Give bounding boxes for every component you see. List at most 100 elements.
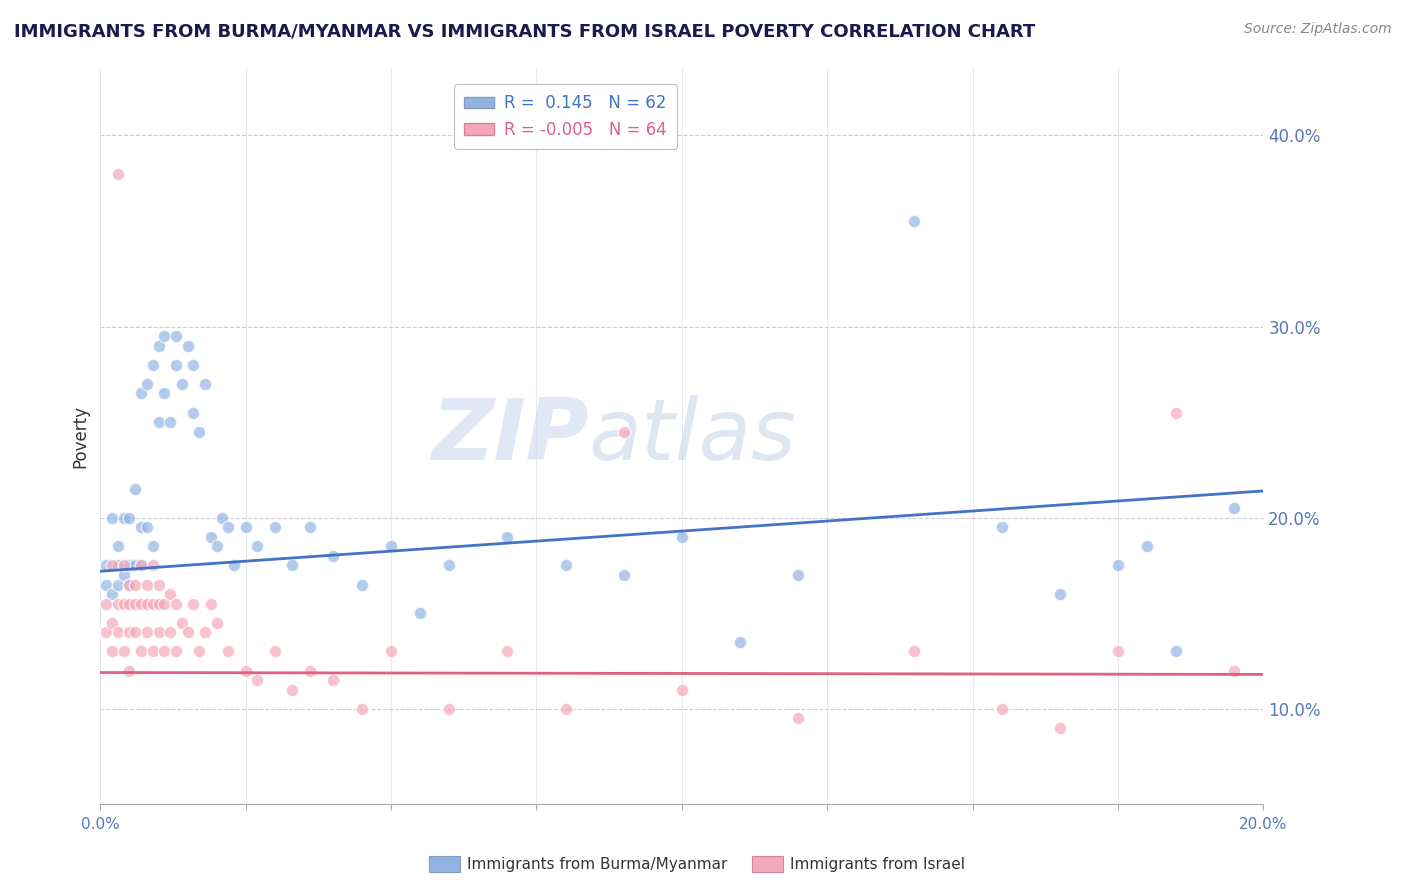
Text: IMMIGRANTS FROM BURMA/MYANMAR VS IMMIGRANTS FROM ISRAEL POVERTY CORRELATION CHAR: IMMIGRANTS FROM BURMA/MYANMAR VS IMMIGRA… [14,22,1035,40]
Point [409,607,432,621]
Point [118,577,141,591]
Point [787,711,810,725]
Point [1107,558,1129,573]
Point [159,587,181,601]
Point [235,664,257,678]
Point [298,520,321,534]
Point [101,644,124,658]
Point [129,597,152,611]
Point [1049,587,1071,601]
Point [107,597,129,611]
Y-axis label: Poverty: Poverty [72,405,89,468]
Point [118,558,141,573]
Point [183,358,205,372]
Point [153,329,176,343]
Text: Source: ZipAtlas.com: Source: ZipAtlas.com [1244,22,1392,37]
Point [380,540,402,554]
Point [183,406,205,420]
Point [118,625,141,640]
Point [176,625,198,640]
Point [159,415,181,429]
Point [217,644,239,658]
Point [153,386,176,401]
Point [1136,540,1159,554]
Point [439,558,461,573]
Point [101,510,124,524]
Point [165,644,187,658]
Point [148,597,170,611]
Point [235,520,257,534]
Point [496,644,519,658]
Point [107,540,129,554]
Point [990,520,1012,534]
Point [1223,501,1246,516]
Text: 0.0%: 0.0% [82,817,120,832]
Point [613,425,636,439]
Point [165,597,187,611]
Point [188,644,211,658]
Point [159,625,181,640]
Point [554,702,576,716]
Point [380,644,402,658]
Point [671,530,693,544]
Point [135,520,157,534]
Point [142,540,165,554]
Point [787,568,810,582]
Point [246,540,269,554]
Point [350,702,373,716]
Point [142,644,165,658]
Point [124,625,146,640]
Point [246,673,269,688]
Point [496,530,519,544]
Point [350,577,373,591]
Point [107,558,129,573]
Point [101,587,124,601]
Point [728,635,751,649]
Point [135,376,157,391]
Point [205,540,228,554]
Point [165,329,187,343]
Point [135,577,157,591]
Text: 20.0%: 20.0% [1239,817,1288,832]
Point [96,625,118,640]
Point [439,702,461,716]
Point [129,520,152,534]
Point [96,577,118,591]
Point [298,664,321,678]
Point [124,597,146,611]
Point [129,644,152,658]
Point [194,376,217,391]
Point [142,558,165,573]
Point [148,625,170,640]
Point [112,558,135,573]
Point [107,167,129,181]
Point [124,577,146,591]
Text: ZIP: ZIP [432,395,589,478]
Point [211,510,233,524]
Point [200,530,222,544]
Point [554,558,576,573]
Point [205,615,228,630]
Point [200,597,222,611]
Point [281,682,304,697]
Point [96,558,118,573]
Point [107,577,129,591]
Point [188,425,211,439]
Point [281,558,304,573]
Point [1107,644,1129,658]
Point [217,520,239,534]
Point [1164,644,1187,658]
Point [129,558,152,573]
Point [1164,406,1187,420]
Point [148,415,170,429]
Point [142,597,165,611]
Point [170,615,193,630]
Text: Immigrants from Israel: Immigrants from Israel [790,857,965,871]
Point [322,549,344,563]
Point [112,597,135,611]
Legend: R =  0.145   N = 62, R = -0.005   N = 64: R = 0.145 N = 62, R = -0.005 N = 64 [454,84,676,149]
Point [613,568,636,582]
Point [124,558,146,573]
Point [135,625,157,640]
Point [129,386,152,401]
